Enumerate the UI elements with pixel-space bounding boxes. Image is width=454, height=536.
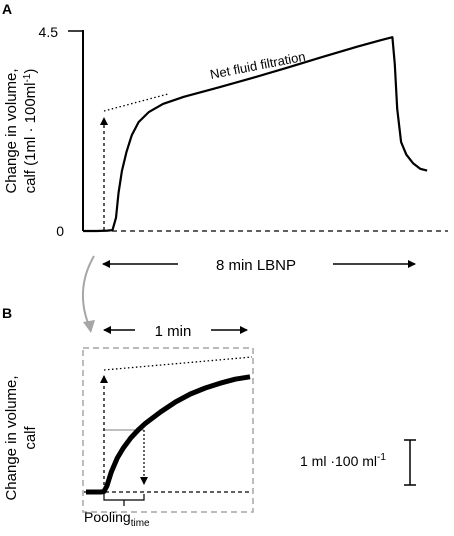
panel-b-volume-trace [86, 374, 251, 495]
panel-b-title: 1 min [155, 323, 192, 340]
panel-a-ylabel-line1: Change in volume, [3, 68, 20, 193]
panel-b-ylabel-line2: calf [22, 425, 39, 449]
panel-a-ytick-top: 4.5 [39, 24, 59, 40]
panel-a-ytick-zero: 0 [56, 223, 64, 239]
panel-b-pooling-bracket [103, 494, 145, 501]
zoom-connector-arrowhead [83, 320, 95, 333]
zoom-connector-arrow [81, 255, 95, 329]
panel-b-filtration-extrapolation [103, 356, 253, 371]
panel-a-lbnp-label: 8 min LBNP [216, 257, 296, 274]
panel-b-zoom-box [82, 347, 254, 513]
panel-b-scale-label: 1 ml ·100 ml-1 [300, 452, 386, 469]
panel-b-label: B [2, 305, 12, 321]
panel-a-ylabel-line2: calf (1ml · 100ml-1) [22, 69, 40, 194]
panel-a-volume-trace [83, 36, 428, 233]
panel-b-ylabel-line1: Change in volume, [3, 375, 20, 500]
panel-b-pooling-label: Poolingtime [84, 509, 150, 529]
panel-a-label: A [2, 1, 12, 17]
panel-a-filtration-extrapolation [103, 93, 169, 112]
